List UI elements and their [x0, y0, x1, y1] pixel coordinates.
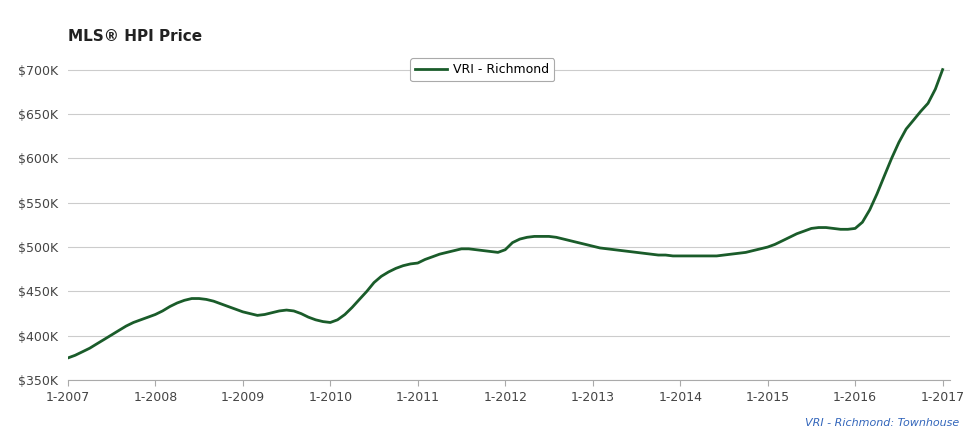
Legend: VRI - Richmond: VRI - Richmond — [411, 58, 554, 81]
Text: MLS® HPI Price: MLS® HPI Price — [68, 29, 202, 44]
Line: VRI - Richmond: VRI - Richmond — [68, 70, 943, 358]
VRI - Richmond — [937, 67, 949, 72]
Text: VRI - Richmond: Townhouse: VRI - Richmond: Townhouse — [805, 418, 959, 428]
VRI - Richmond — [652, 252, 664, 257]
VRI - Richmond — [149, 312, 161, 317]
VRI - Richmond — [62, 356, 74, 361]
VRI - Richmond — [879, 174, 891, 179]
VRI - Richmond — [266, 310, 278, 315]
VRI - Richmond — [434, 251, 446, 257]
VRI - Richmond — [609, 247, 620, 252]
